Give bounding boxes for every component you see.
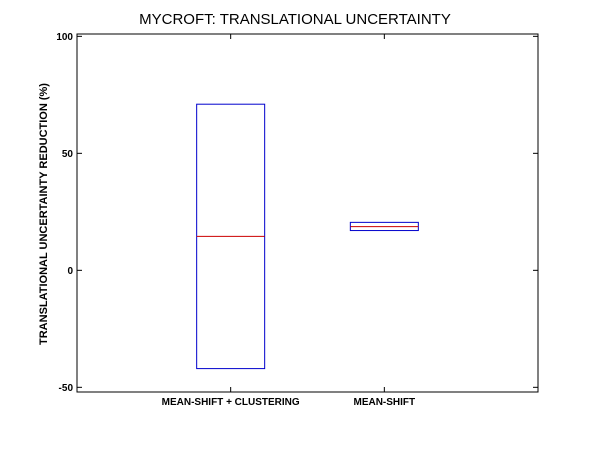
y-axis-label: TRANSLATIONAL UNCERTAINTY REDUCTION (%) [38,83,50,345]
y-tick-label-1: 0 [67,266,73,277]
y-tick-label-2: 50 [62,149,74,160]
chart-title: MYCROFT: TRANSLATIONAL UNCERTAINTY [139,11,451,28]
boxes [196,103,419,370]
plot-frame [76,33,539,393]
x-tick-label-0: MEAN-SHIFT + CLUSTERING [162,397,300,408]
y-tick-label-0: -50 [59,383,74,394]
y-tick-label-3: 100 [56,32,73,43]
x-tick-label-1: MEAN-SHIFT [353,397,415,408]
x-ticks: MEAN-SHIFT + CLUSTERING MEAN-SHIFT [162,34,415,408]
y-ticks: -50 0 50 100 [56,32,538,394]
